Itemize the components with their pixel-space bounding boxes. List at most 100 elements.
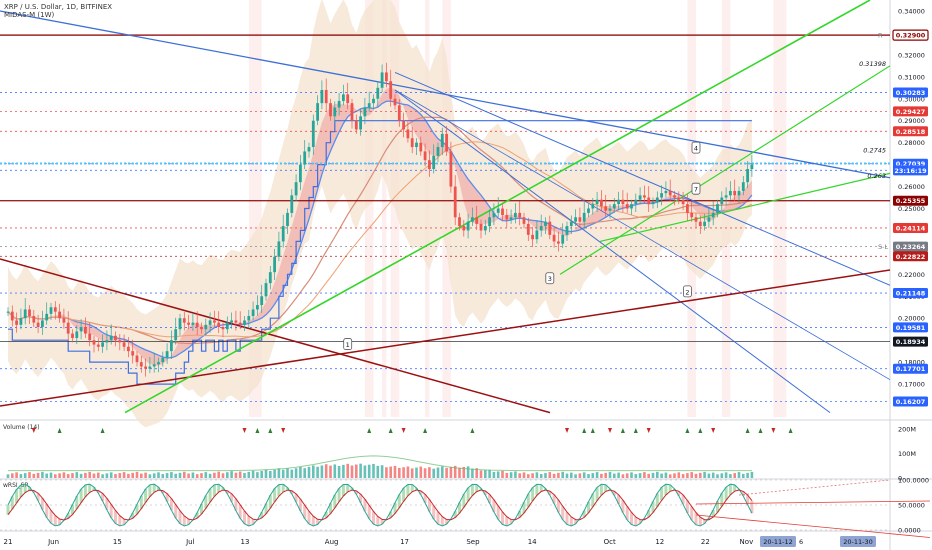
volume-bar [376, 465, 380, 478]
candle-body [737, 190, 741, 196]
callout-box [343, 338, 353, 350]
oscillator-tick-label: 50.0000 [898, 502, 925, 510]
candle-body [363, 107, 367, 117]
candle-body [535, 230, 539, 240]
candle-body [105, 340, 109, 343]
price-tag [892, 29, 929, 41]
volume-bar [720, 473, 724, 478]
volume-bar [509, 472, 513, 478]
candle-body [290, 195, 294, 213]
volume-bar [174, 473, 177, 478]
price-tag-label: 23:16:19 [894, 167, 927, 175]
time-tick-label: 17 [400, 538, 409, 546]
volume-bar [522, 472, 526, 478]
volume-bar [256, 472, 259, 478]
volume-bar [269, 471, 272, 478]
callout-label: 4 [694, 145, 698, 153]
volume-bar [505, 472, 509, 478]
candle-body [720, 197, 724, 205]
candle-body [651, 201, 655, 205]
volume-bar [591, 473, 595, 478]
candle-body [45, 313, 49, 321]
price-tag-label: 0.18934 [896, 338, 926, 346]
candle-body [273, 256, 276, 273]
volume-bar [458, 467, 461, 478]
time-tick-label: Sep [466, 538, 480, 546]
candle-body [625, 204, 629, 209]
price-tag [893, 87, 928, 98]
volume-bar [501, 470, 504, 478]
candle-body [552, 234, 556, 242]
volume-bar [746, 472, 749, 478]
callout-label: 2 [685, 288, 689, 296]
volume-bar [638, 473, 642, 478]
volume-bar [350, 465, 354, 478]
price-tag-label: 0.22822 [896, 253, 926, 261]
volume-bar [226, 472, 229, 478]
candle-body [690, 212, 694, 218]
volume-bar [643, 472, 646, 478]
candle-body [195, 322, 199, 328]
volume-bar [535, 472, 539, 478]
candle-body [109, 335, 113, 341]
volume-bar [570, 472, 573, 478]
candle-body [135, 355, 139, 363]
price-tick-label: 0.28000 [898, 139, 925, 147]
candle-body [604, 206, 608, 211]
volume-bar [539, 474, 543, 478]
date-tag [760, 536, 796, 547]
volume-bar [221, 473, 225, 478]
candle-body [152, 364, 156, 367]
volume-bar [441, 466, 444, 478]
candle-body [677, 197, 681, 200]
candle-body [333, 107, 337, 117]
candle-body [402, 120, 405, 130]
price-tag [893, 363, 928, 374]
volume-bar [608, 471, 612, 478]
price-tag-label: 0.16207 [896, 398, 926, 406]
symbol-title: XRP / U.S. Dollar, 1D, BITFINEX [4, 3, 113, 11]
candle-body [32, 316, 36, 323]
candle-body [483, 226, 487, 231]
volume-bar [355, 464, 358, 478]
candle-body [741, 182, 745, 191]
volume-bar [230, 471, 233, 478]
volume-bar [346, 463, 349, 478]
volume-bar [699, 472, 702, 478]
volume-bar [367, 464, 371, 478]
volume-bar [165, 473, 169, 478]
time-tick-label: 21 [4, 538, 13, 546]
candle-body [608, 208, 612, 211]
time-tick-label: 22 [701, 538, 710, 546]
trend-line [394, 71, 891, 286]
candle-body [423, 151, 427, 161]
volume-bar [191, 472, 195, 478]
candle-body [643, 195, 646, 198]
volume-bar [600, 473, 603, 478]
volume-bar [32, 473, 36, 478]
candle-body [260, 296, 264, 306]
candle-body [71, 333, 74, 338]
volume-bar [402, 467, 405, 478]
volume-tick-label: 200M [898, 426, 916, 434]
volume-bar [398, 467, 401, 478]
candle-body [569, 221, 573, 227]
trend-line [559, 65, 891, 275]
volume-signal-marker [633, 428, 638, 433]
price-tick-label: 0.26000 [898, 183, 925, 191]
volume-bar [101, 474, 104, 478]
volume-bar [471, 468, 474, 478]
volume-bar [170, 472, 173, 478]
candle-body [711, 212, 715, 218]
volume-bar [518, 473, 521, 478]
candle-body [148, 366, 152, 369]
candle-body [724, 195, 728, 198]
price-tag [893, 195, 928, 206]
candle-body [307, 147, 311, 152]
candle-body [6, 311, 10, 313]
volume-bar [66, 474, 70, 478]
candle-body [320, 89, 324, 104]
volume-bar [686, 473, 689, 478]
date-tag-label: 20-11-12 [763, 538, 793, 546]
